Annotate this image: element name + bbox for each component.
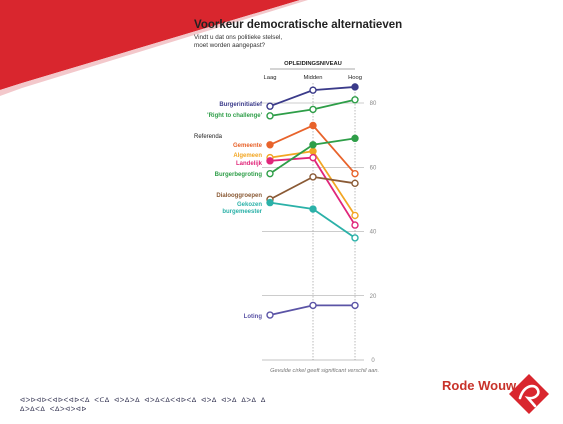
line-layer	[269, 86, 356, 316]
point-layer	[266, 83, 359, 319]
category-label-midden: Midden	[303, 75, 322, 81]
series-label-burgerbegroting: Burgerbegroting	[215, 172, 263, 178]
tick-label-60: 60	[370, 165, 377, 171]
data-point-gemeente-0	[266, 141, 274, 149]
series-line-landelijk	[269, 156, 356, 226]
chart-title: Voorkeur democratische alternatieven	[194, 19, 403, 31]
chart-corner-mark: 00	[373, 20, 378, 25]
logo-icon	[509, 374, 549, 414]
tick-label-40: 40	[370, 230, 377, 236]
series-label-right-to-challenge: 'Right to challenge'	[207, 113, 262, 119]
data-point-burgerinitiatief-0	[266, 102, 274, 110]
data-point-gemeente-1	[309, 121, 317, 130]
tick-label-0: 0	[371, 358, 375, 364]
data-point-gekozen-burgemeester-0	[266, 198, 274, 207]
data-point-landelijk-2	[351, 221, 359, 229]
data-point-gemeente-2	[351, 169, 359, 178]
series-label-burgerinitiatief: Burgerinitiatief	[219, 102, 263, 108]
data-point-dialooggroepen-2	[351, 179, 359, 188]
series-label-gekozen-burgemeester: Gekozen	[237, 202, 262, 208]
data-point-right-to-challenge-0	[266, 112, 274, 120]
label-layer: OPLEIDINGSNIVEAU Laag Midden Hoog 0 20 40 60 80 B…	[194, 61, 379, 374]
data-point-right-to-challenge-2	[351, 96, 359, 104]
data-point-burgerinitiatief-1	[309, 86, 317, 94]
chart-footnote: Gevulde cirkel geeft significant verschi…	[270, 368, 379, 374]
data-point-burgerbegroting-0	[266, 169, 274, 178]
referenda-group-label: Referenda	[194, 134, 223, 140]
series-label-gekozen-burgemeester-2: burgemeester	[222, 209, 262, 215]
series-label-loting: Loting	[244, 314, 263, 320]
data-point-burgerbegroting-2	[351, 134, 359, 143]
data-point-gekozen-burgemeester-1	[309, 205, 317, 213]
footer-text: ᐊᐳᐅᐊᐅᐸᐊᐅᐸᐊᐅᐸᐃ ᐸᑕᐃ ᐊᐳᐃᐳᐃ ᐊᐳᐃᐸᐃᐸᐊᐅᐸᐃ ᐊᐳᐃ ᐊ…	[20, 396, 266, 413]
opleidingsniveau-header: OPLEIDINGSNIVEAU	[284, 61, 342, 67]
logo-swirl	[518, 384, 540, 408]
data-point-loting-0	[266, 311, 274, 319]
category-label-hoog: Hoog	[348, 75, 362, 81]
data-point-loting-2	[351, 301, 359, 310]
data-point-right-to-challenge-1	[309, 105, 317, 114]
logo-diamond	[509, 374, 549, 414]
series-label-gemeente: Gemeente	[233, 143, 263, 149]
series-label-landelijk: Landelijk	[236, 161, 263, 167]
series-label-dialooggroepen: Dialooggroepen	[216, 193, 262, 199]
tick-label-80: 80	[370, 101, 377, 107]
chart-subtitle: Vindt u dat ons politieke stelsel, moet …	[194, 34, 314, 50]
data-point-algemeen-2	[351, 211, 359, 220]
data-point-landelijk-1	[309, 153, 317, 162]
data-point-loting-1	[309, 301, 317, 310]
series-label-algemeen: Algemeen	[233, 153, 262, 159]
tick-label-20: 20	[370, 294, 377, 300]
data-point-dialooggroepen-1	[309, 173, 317, 181]
category-label-laag: Laag	[264, 75, 277, 81]
chart-subtitle-line: Vindt u dat ons politieke stelsel,	[194, 34, 283, 41]
data-point-landelijk-0	[266, 157, 274, 165]
data-point-burgerinitiatief-2	[351, 83, 359, 91]
data-point-algemeen-1	[309, 147, 317, 155]
red-corner-band	[0, 0, 300, 90]
data-point-burgerbegroting-1	[309, 141, 317, 149]
chart-subtitle-line: moet worden aangepast?	[194, 42, 266, 49]
logo-text: Rode Wouw	[442, 378, 517, 393]
data-point-gekozen-burgemeester-2	[351, 234, 359, 242]
